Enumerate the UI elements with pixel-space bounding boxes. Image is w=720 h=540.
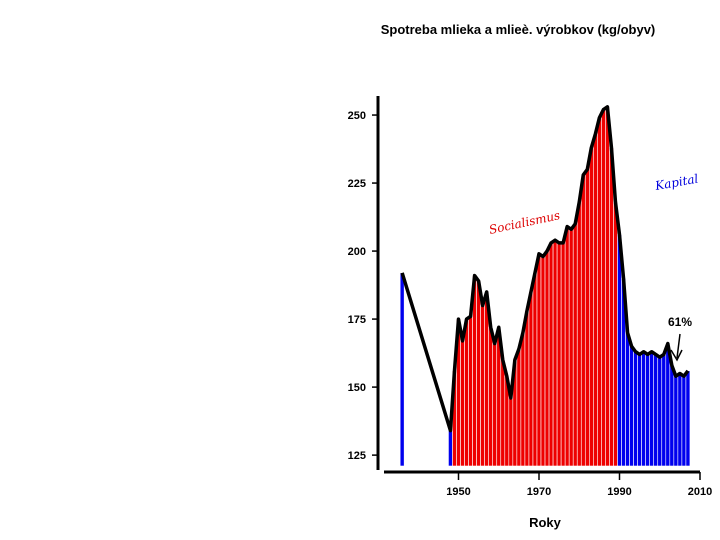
bar	[564, 226, 570, 467]
bar	[556, 242, 562, 467]
bar	[681, 375, 687, 467]
bar	[661, 354, 667, 467]
bar	[584, 169, 590, 467]
bar	[500, 359, 506, 467]
bar	[649, 351, 655, 467]
annotation-arrowhead	[670, 349, 683, 362]
bar	[508, 397, 514, 467]
y-tick-label: 175	[348, 314, 366, 326]
bar	[572, 223, 578, 467]
bar	[468, 316, 473, 467]
bar	[524, 310, 530, 467]
bar	[657, 356, 663, 467]
x-tick-label: 1990	[607, 486, 631, 498]
bar	[625, 332, 630, 467]
annotation-arrow	[676, 333, 681, 359]
bar	[597, 117, 602, 467]
bar	[448, 430, 453, 467]
region-label-socialism: Socialismus	[488, 208, 562, 237]
y-axis: 125 150 175 200 225 250	[348, 110, 378, 462]
trend-line	[400, 105, 690, 433]
bar	[633, 351, 638, 467]
bar	[677, 373, 683, 467]
bar	[548, 242, 554, 467]
x-tick-label: 2010	[688, 486, 712, 498]
bar	[528, 291, 534, 467]
annotation-label: 61%	[668, 315, 692, 329]
bar	[488, 326, 494, 467]
bar	[576, 201, 582, 467]
bar	[568, 229, 574, 467]
bar	[536, 253, 542, 467]
bar	[617, 234, 622, 467]
bar	[540, 256, 546, 467]
bar	[641, 351, 646, 467]
y-tick-label: 150	[348, 382, 366, 394]
y-tick-label: 125	[348, 450, 366, 462]
y-tick-label: 250	[348, 110, 366, 122]
bar	[637, 354, 642, 467]
bar	[399, 272, 405, 467]
chart-title: Spotreba mlieka a mlieè. výrobkov (kg/ob…	[381, 22, 656, 37]
bar	[580, 174, 586, 467]
bar	[476, 280, 481, 467]
bar	[645, 354, 650, 467]
bar	[460, 340, 465, 467]
bar	[532, 272, 538, 467]
bar	[613, 201, 618, 467]
x-tick-label: 1950	[446, 486, 470, 498]
bar	[480, 305, 485, 467]
bar	[464, 318, 469, 467]
bar	[605, 106, 610, 467]
bar	[629, 345, 634, 467]
bar	[589, 147, 594, 467]
bar	[520, 332, 526, 467]
bar	[492, 343, 498, 467]
region-label-capital: Kapital	[653, 172, 699, 194]
bar	[669, 365, 675, 467]
y-tick-label: 200	[348, 246, 366, 258]
bar	[673, 375, 679, 467]
x-tick-label: 1970	[527, 486, 551, 498]
bar	[560, 242, 566, 467]
x-axis-title: Roky	[529, 515, 562, 530]
bar	[665, 343, 671, 467]
bar	[653, 354, 659, 467]
bar	[544, 250, 550, 467]
bar	[516, 348, 522, 467]
y-tick-label: 225	[348, 178, 366, 190]
bar	[601, 109, 606, 467]
bar	[593, 133, 598, 467]
bar	[685, 370, 691, 467]
bar	[552, 239, 558, 467]
bar	[609, 147, 614, 467]
x-axis: 1950 1970 1990 2010	[446, 472, 712, 498]
